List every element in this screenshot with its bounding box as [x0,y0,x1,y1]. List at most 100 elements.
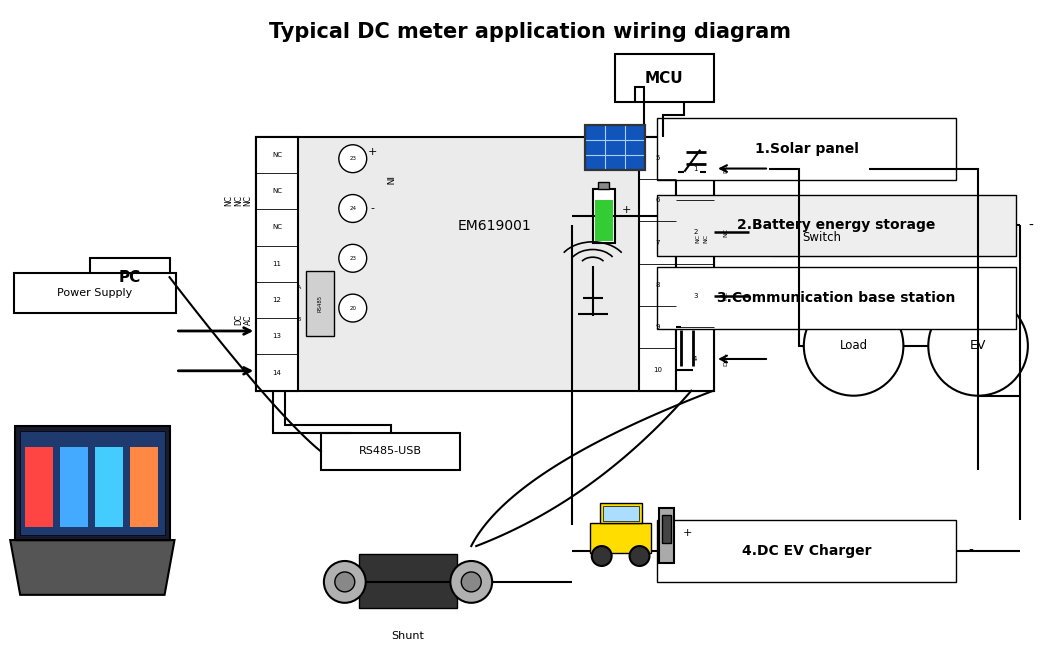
Text: NC: NC [272,225,282,230]
Text: 2.Battery energy storage: 2.Battery energy storage [738,219,936,232]
Text: 13: 13 [272,333,282,339]
Circle shape [450,561,492,603]
Text: -: - [969,544,973,558]
Bar [94,447,123,527]
Text: 3.Communication base station: 3.Communication base station [718,291,956,305]
Bar [257,137,298,391]
Text: 7: 7 [655,240,659,245]
Bar [306,271,334,336]
Polygon shape [11,540,175,595]
Circle shape [929,296,1028,396]
Text: 6: 6 [655,197,659,203]
Text: +: + [368,146,377,157]
Text: RS485-USB: RS485-USB [359,447,422,456]
Text: DC: DC [234,314,243,326]
Circle shape [339,195,367,223]
Text: -: - [1028,219,1034,232]
Text: Power Supply: Power Supply [57,288,132,298]
Text: 12: 12 [272,297,282,303]
Text: B: B [297,317,301,322]
Text: NC: NC [272,188,282,194]
Text: DC+: DC+ [724,352,728,367]
Text: -: - [371,204,374,214]
Bar [593,189,615,243]
Text: MCU: MCU [646,70,684,85]
Text: 4.DC EV Charger: 4.DC EV Charger [742,544,871,558]
Circle shape [324,561,366,603]
Bar [14,273,176,313]
Text: NC: NC [724,227,728,236]
Bar [321,432,460,471]
Circle shape [591,546,612,566]
Circle shape [630,546,650,566]
Bar [358,554,457,608]
Text: PC: PC [119,270,141,284]
Text: IN: IN [383,176,392,186]
Text: 10: 10 [653,367,661,372]
Text: 11: 11 [272,261,282,267]
Text: NC: NC [704,234,709,243]
Bar [129,447,158,527]
Text: 1.Solar panel: 1.Solar panel [755,142,859,156]
Text: NC: NC [234,195,243,206]
Text: NC: NC [244,195,252,206]
Text: 24: 24 [349,206,356,211]
Text: 23: 23 [349,156,356,161]
Text: 5: 5 [655,155,659,161]
Circle shape [803,296,903,396]
Text: A: A [297,285,301,290]
Text: 1: 1 [693,165,697,172]
Bar [662,515,671,543]
Bar [603,506,638,521]
Bar [589,523,652,553]
Circle shape [335,572,355,592]
Text: Load: Load [840,339,868,352]
Text: 4: 4 [693,356,697,362]
Text: 2: 2 [693,229,697,235]
Text: 23: 23 [349,256,356,261]
Bar [774,219,868,256]
Text: RS485: RS485 [317,295,322,312]
Text: EM619001: EM619001 [458,219,531,232]
Bar [676,137,714,391]
Text: 3: 3 [693,292,697,299]
Bar [257,137,714,391]
Bar [659,508,674,563]
Text: 8: 8 [655,282,659,288]
Bar [657,520,956,582]
Circle shape [461,572,481,592]
Bar [90,258,170,296]
Text: Typical DC meter application wiring diagram: Typical DC meter application wiring diag… [269,22,791,42]
Bar [600,503,641,523]
Text: Shunt: Shunt [391,631,424,641]
Text: AC: AC [244,314,252,325]
Bar [598,182,609,189]
Text: +: + [683,528,692,538]
Text: DC: DC [724,164,728,173]
Text: 9: 9 [655,324,659,330]
Bar [20,430,164,535]
Bar [15,426,170,540]
Text: NC: NC [224,195,233,206]
Bar [638,137,676,391]
Bar [585,125,644,170]
Circle shape [339,294,367,322]
Text: +: + [622,206,632,215]
Text: NC: NC [695,234,701,243]
Circle shape [339,244,367,272]
Bar [657,268,1015,329]
Text: 14: 14 [272,370,282,376]
Text: Switch: Switch [801,231,841,244]
Text: NC: NC [724,291,728,300]
Bar [615,54,714,102]
Bar [60,447,88,527]
Bar [595,201,613,242]
Bar [657,118,956,180]
Bar [25,447,53,527]
Bar [585,125,644,170]
Text: EV: EV [970,339,986,352]
Text: NC: NC [272,152,282,158]
Circle shape [339,145,367,173]
Text: 20: 20 [349,305,356,311]
Bar [657,195,1015,256]
